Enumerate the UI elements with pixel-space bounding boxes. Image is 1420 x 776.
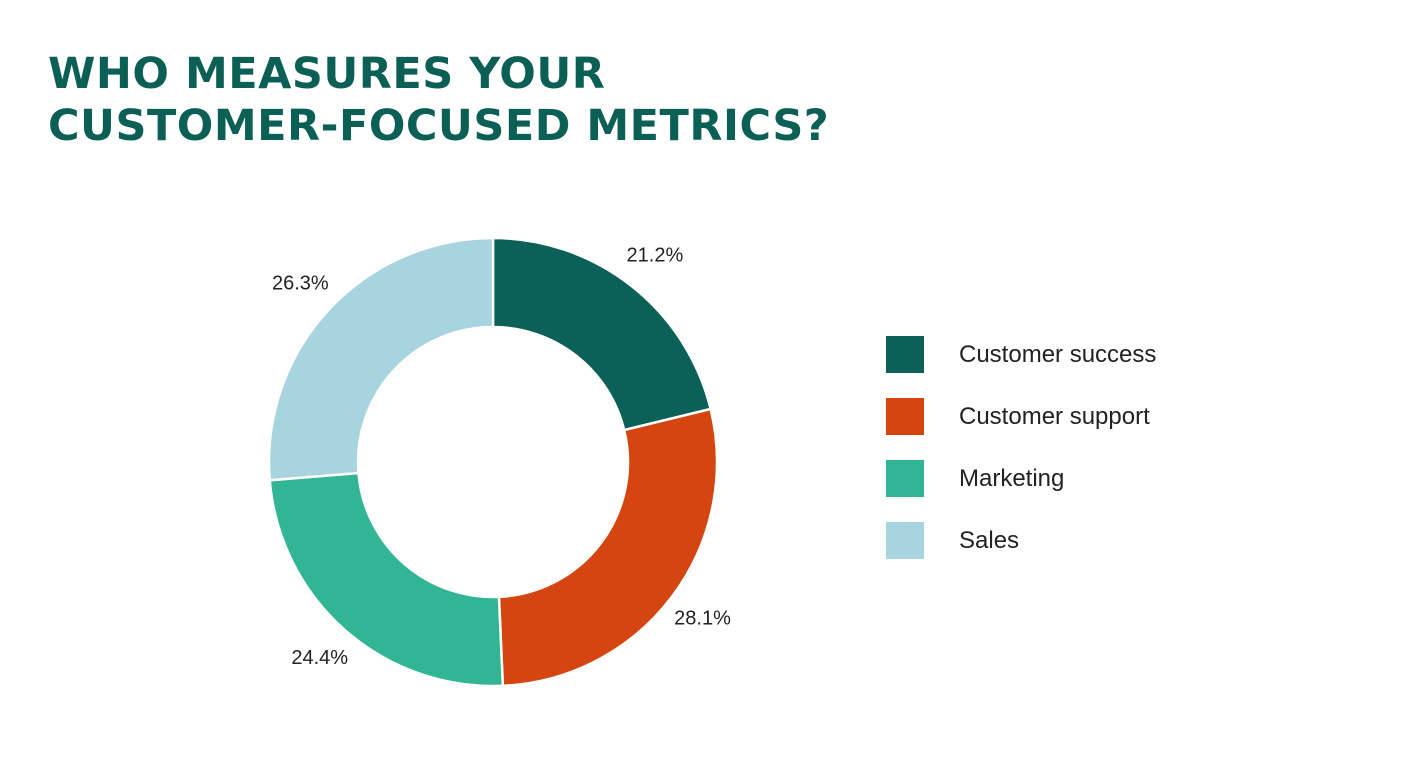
slice-sales — [267, 236, 495, 482]
legend-item-customer-support: Customer support — [886, 398, 1156, 435]
slice-customer-support — [497, 407, 719, 688]
legend-swatch — [886, 522, 924, 559]
donut-labels: 21.2% 28.1% 24.4% 26.3% — [272, 244, 731, 669]
legend-swatch — [886, 460, 924, 497]
chart-title-line-2: CUSTOMER-FOCUSED METRICS? — [48, 101, 830, 151]
data-label-customer-support: 28.1% — [674, 608, 731, 630]
legend-swatch — [886, 398, 924, 435]
slice-marketing — [268, 471, 505, 688]
legend-item-marketing: Marketing — [886, 460, 1156, 497]
data-label-customer-success: 21.2% — [627, 244, 684, 266]
legend-item-customer-success: Customer success — [886, 336, 1156, 373]
legend-label: Sales — [959, 526, 1020, 554]
legend-label: Customer support — [959, 402, 1150, 430]
donut-slices — [267, 236, 719, 688]
legend-swatch — [886, 336, 924, 373]
legend-label: Customer success — [959, 340, 1157, 368]
chart-title-line-1: WHO MEASURES YOUR — [48, 49, 606, 99]
data-label-marketing: 24.4% — [291, 647, 348, 669]
data-label-sales: 26.3% — [272, 273, 329, 295]
legend: Customer success Customer support Market… — [886, 336, 1156, 559]
legend-item-sales: Sales — [886, 522, 1156, 559]
legend-label: Marketing — [959, 464, 1065, 492]
chart-title: WHO MEASURES YOUR CUSTOMER-FOCUSED METRI… — [48, 48, 829, 152]
slice-customer-success — [491, 236, 713, 432]
